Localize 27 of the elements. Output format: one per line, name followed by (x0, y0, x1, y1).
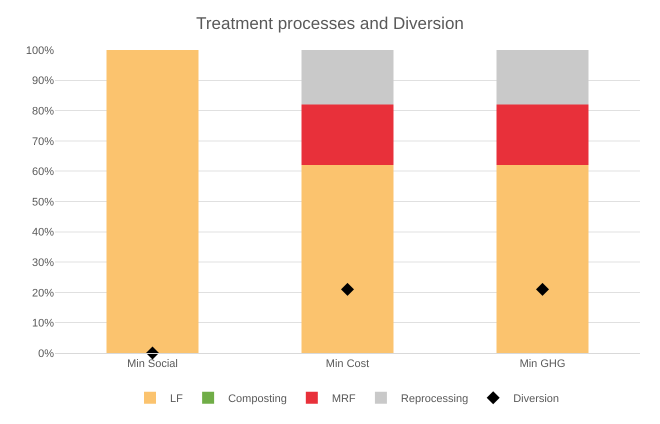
legend-label: LF (170, 393, 184, 406)
y-tick-label: 10% (32, 318, 54, 330)
x-tick-label: Min GHG (520, 358, 566, 370)
y-tick-label: 40% (32, 226, 54, 239)
bar (302, 104, 394, 166)
bar (496, 165, 588, 353)
y-tick-label: 20% (32, 287, 54, 300)
legend-label: Diversion (513, 393, 560, 406)
bar (302, 165, 394, 353)
y-tick-label: 90% (32, 75, 54, 88)
x-tick-label: Min Cost (326, 358, 370, 370)
bar (496, 104, 588, 166)
legend-label: Composting (228, 393, 287, 406)
chart-title: Treatment processes and Diversion (196, 14, 464, 33)
bar (496, 50, 588, 105)
y-tick-label: 0% (38, 348, 54, 360)
y-tick-label: 100% (26, 44, 54, 57)
legend-label: MRF (332, 393, 356, 406)
x-tick-label: Min Social (127, 358, 178, 370)
y-tick-label: 80% (32, 105, 54, 118)
bar (106, 50, 198, 353)
y-tick-label: 70% (32, 136, 54, 148)
bar (302, 50, 394, 105)
y-tick-label: 60% (32, 166, 54, 178)
legend-label: Reprocessing (400, 393, 468, 406)
y-tick-label: 30% (32, 256, 54, 269)
y-tick-label: 50% (32, 196, 54, 208)
